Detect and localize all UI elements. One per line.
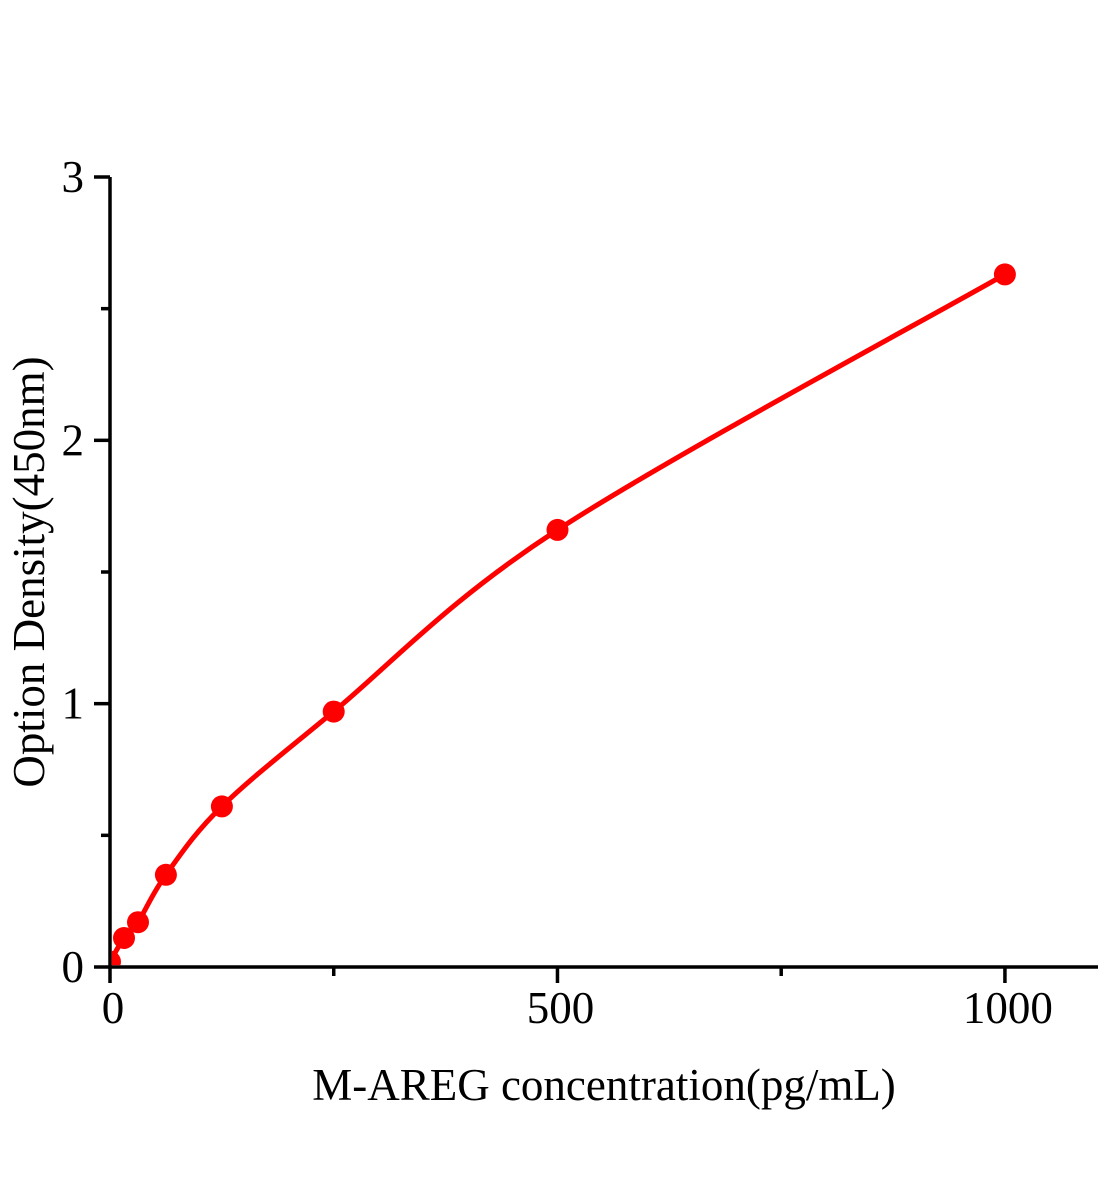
x-tick-label: 0: [102, 983, 125, 1033]
data-point-marker: [210, 795, 233, 818]
data-point-marker: [154, 863, 177, 886]
axes: [108, 177, 1098, 969]
data-point-marker: [111, 950, 121, 966]
y-tick-label: 3: [62, 152, 85, 202]
data-point-marker: [322, 700, 345, 723]
ticks: [94, 175, 1007, 983]
data-point-marker: [993, 263, 1016, 286]
curve-group: [111, 263, 1016, 966]
y-axis-title: Option Density(450nm): [4, 356, 54, 787]
data-point-marker: [127, 911, 149, 934]
data-point-marker: [113, 927, 135, 949]
x-tick-label: 500: [527, 983, 595, 1033]
y-tick-label: 0: [62, 942, 85, 992]
y-tick-label: 1: [62, 679, 85, 729]
tick-labels: 0 500 1000 0 1 2 3: [62, 152, 1053, 1033]
data-point-marker: [546, 518, 569, 541]
y-tick-label: 2: [62, 415, 85, 465]
x-axis-title: M-AREG concentration(pg/mL): [312, 1060, 896, 1110]
standard-curve-line: [111, 271, 1008, 964]
x-tick-label: 1000: [963, 983, 1053, 1033]
